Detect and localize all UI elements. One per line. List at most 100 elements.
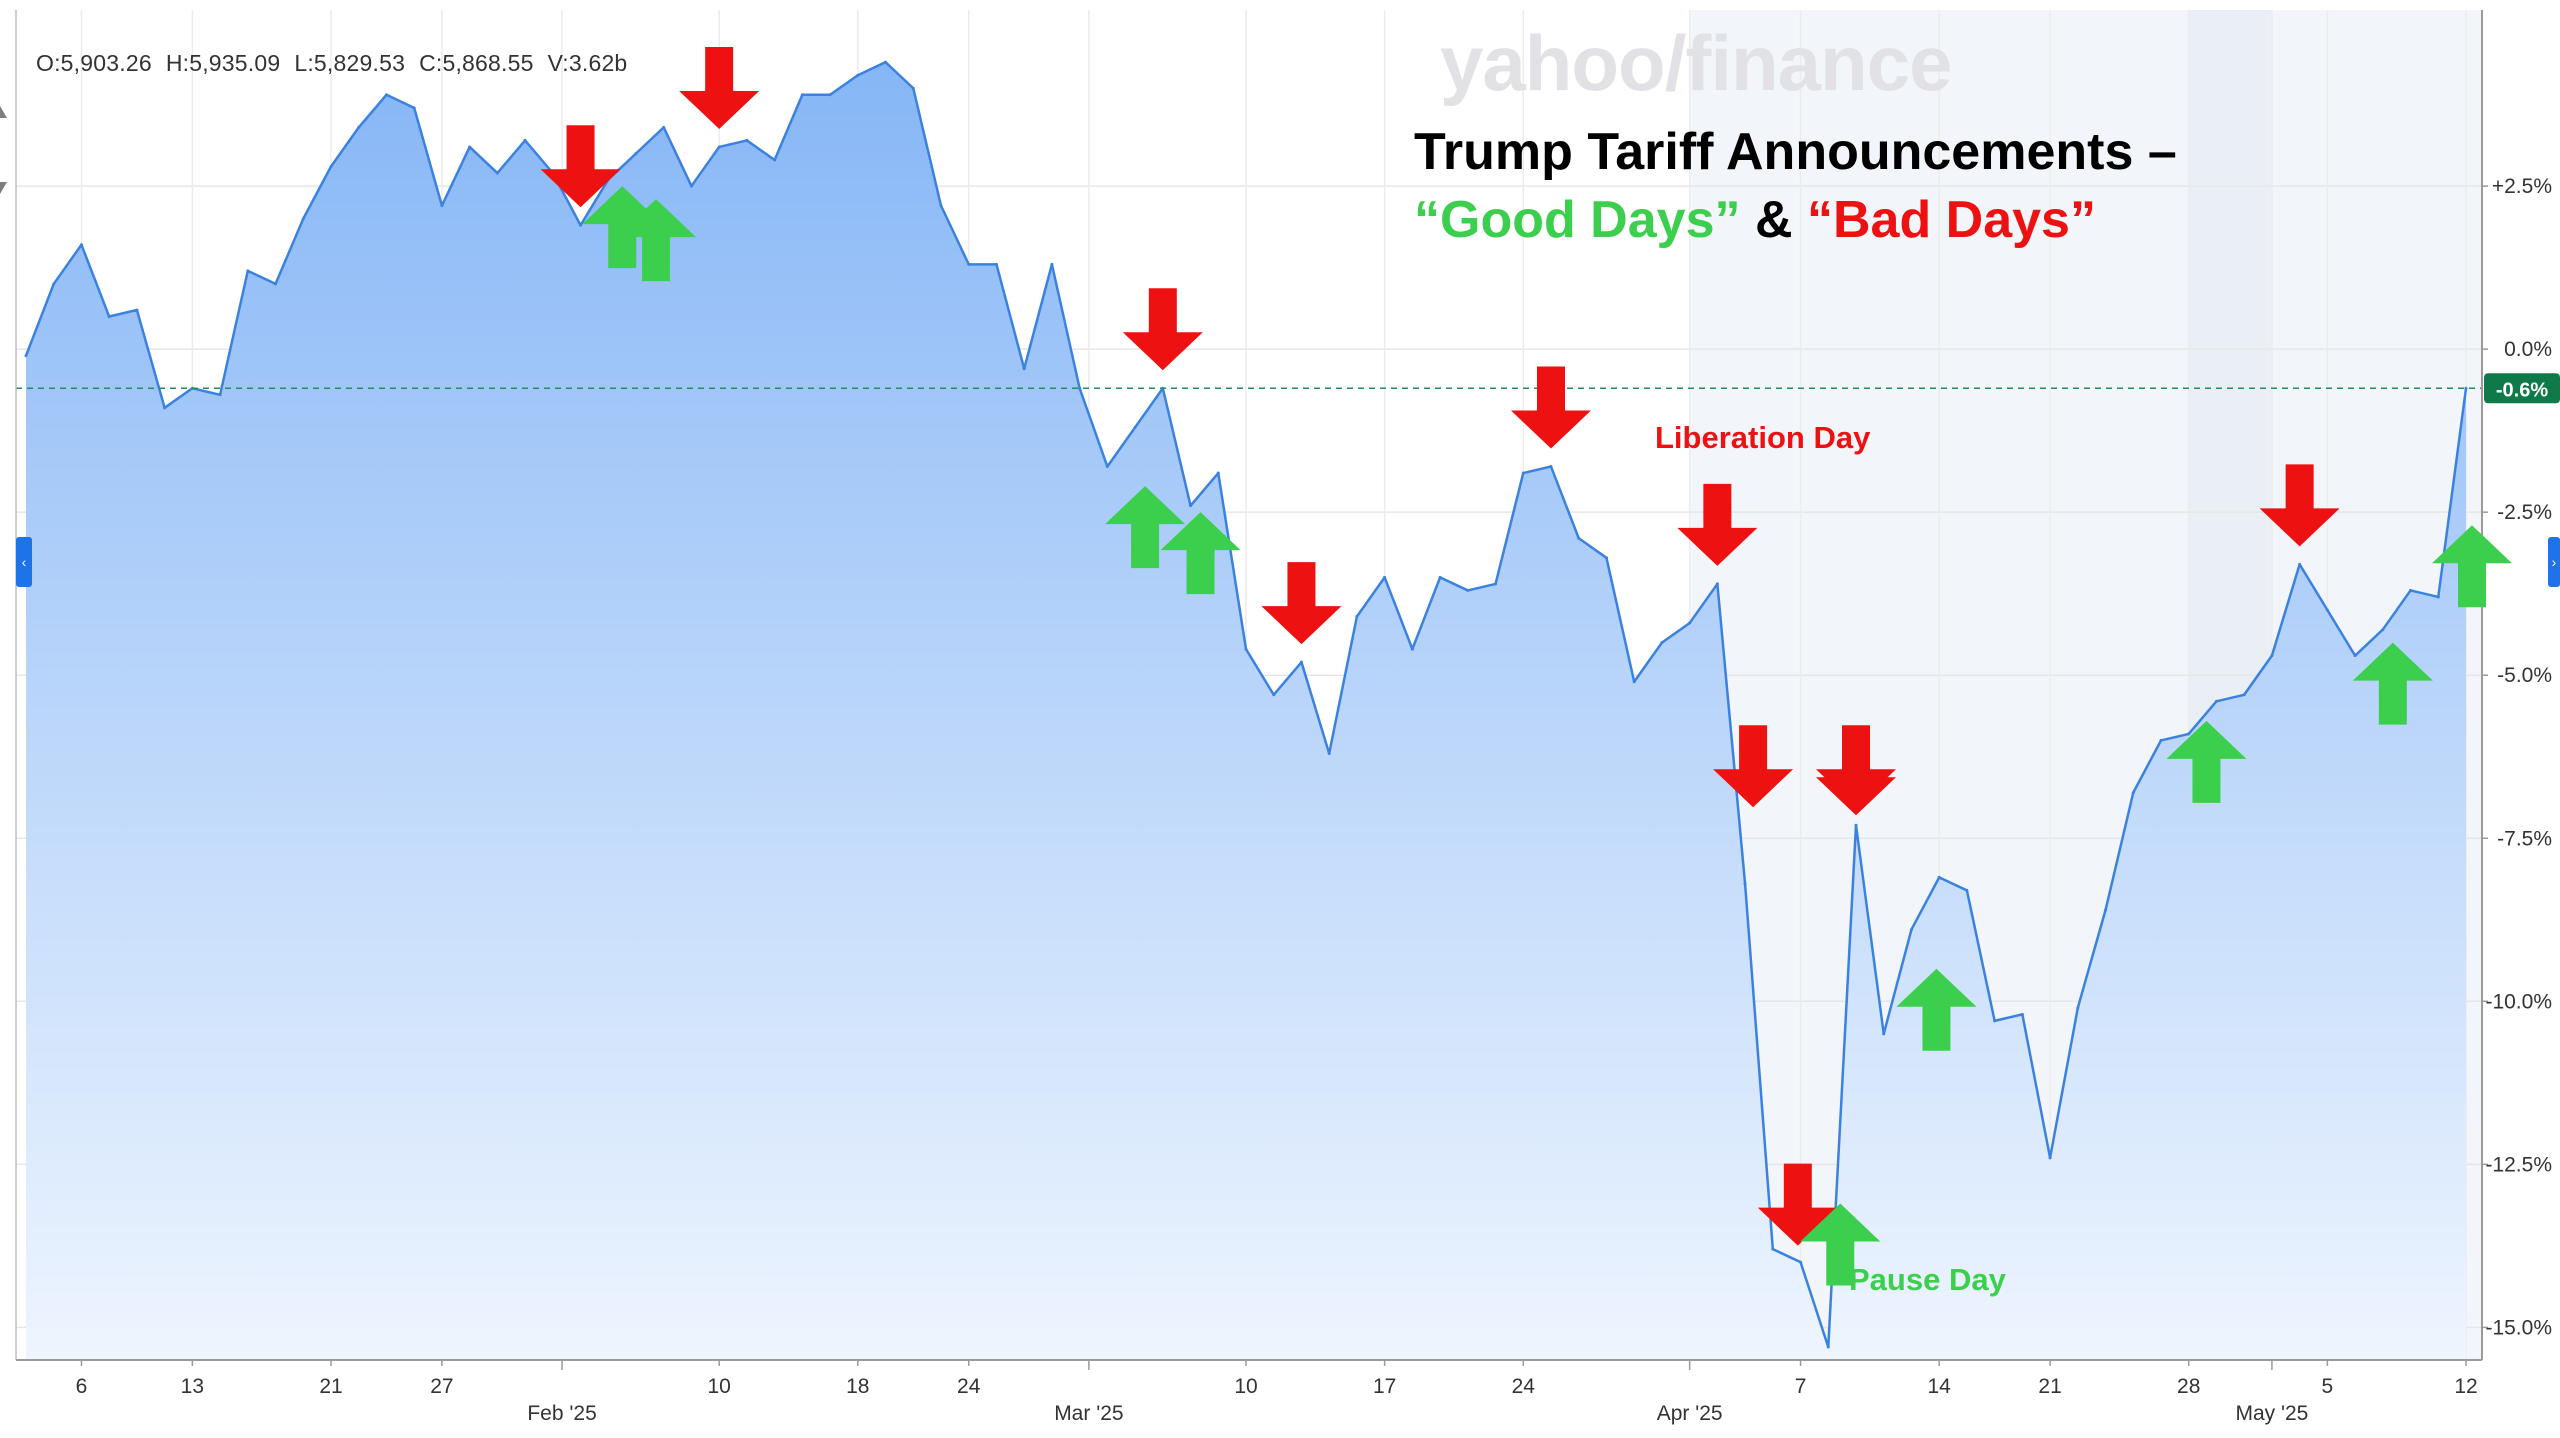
good-day-arrow: [1105, 486, 1186, 569]
series-point: [2464, 386, 2468, 390]
series-point: [523, 138, 527, 142]
bad-day-arrow: [1261, 562, 1342, 645]
y-tick-label: -7.5%: [2497, 827, 2552, 850]
x-tick-label: 10: [708, 1375, 731, 1398]
series-point: [1410, 647, 1414, 651]
series-point: [163, 406, 167, 410]
series-point: [1299, 660, 1303, 664]
x-tick-label: 27: [430, 1375, 453, 1398]
x-tick-label: 7: [1795, 1375, 1807, 1398]
current-value-label: -0.6%: [2496, 379, 2548, 401]
series-point: [107, 315, 111, 319]
x-tick-label: 14: [1928, 1375, 1952, 1398]
series-point: [1854, 823, 1858, 827]
series-point: [2325, 608, 2329, 612]
x-tick-label: 18: [846, 1375, 869, 1398]
x-tick-label: May '25: [2235, 1402, 2308, 1425]
series-point: [1965, 888, 1969, 892]
x-tick-label: 24: [1512, 1375, 1536, 1398]
series-point: [24, 354, 28, 358]
series-point: [274, 282, 278, 286]
series-point: [994, 262, 998, 266]
series-point: [1244, 647, 1248, 651]
series-point: [2409, 588, 2413, 592]
scroll-down-icon: [0, 182, 7, 194]
series-point: [1189, 504, 1193, 508]
title-good-days: “Good Days”: [1414, 191, 1741, 249]
series-point: [828, 93, 832, 97]
x-tick-label: 13: [181, 1375, 204, 1398]
bad-day-arrow: [1677, 483, 1758, 566]
series-point: [1133, 425, 1137, 429]
pause-day-label: Pause Day: [1849, 1262, 2006, 1297]
series-point: [1577, 536, 1581, 540]
series-point: [1937, 875, 1941, 879]
series-point: [1078, 386, 1082, 390]
chevron-left-icon[interactable]: ‹: [16, 537, 32, 587]
ohlc-open: O:5,903.26: [36, 50, 152, 76]
y-tick-label: +2.5%: [2492, 175, 2552, 198]
good-day-arrow: [616, 199, 696, 282]
ohlc-close: C:5,868.55: [419, 50, 534, 76]
y-tick-label: -12.5%: [2485, 1153, 2552, 1176]
y-tick-label: -5.0%: [2497, 664, 2552, 687]
series-point: [1632, 680, 1636, 684]
series-point: [1799, 1260, 1803, 1264]
ohlc-high: H:5,935.09: [165, 50, 281, 76]
x-tick-label: Mar '25: [1054, 1402, 1123, 1425]
chevron-right-icon[interactable]: ›: [2548, 537, 2560, 587]
series-point: [1438, 575, 1442, 579]
chart-title-line1: Trump Tariff Announcements –: [1414, 123, 2177, 181]
series-point: [856, 73, 860, 77]
series-point: [1549, 465, 1553, 469]
series-point: [939, 204, 943, 208]
good-day-arrow: [2352, 642, 2433, 725]
y-tick-label: -10.0%: [2485, 990, 2552, 1013]
series-point: [2270, 654, 2274, 658]
series-point: [1826, 1345, 1830, 1349]
series-point: [2020, 1012, 2024, 1016]
ohlc-readout: O:5,903.26 H:5,935.09 L:5,829.53 C:5,868.55…: [36, 50, 641, 77]
series-point: [689, 184, 693, 188]
series-point: [440, 204, 444, 208]
series-point: [2381, 628, 2385, 632]
series-point: [1521, 471, 1525, 475]
title-bad-days: “Bad Days”: [1806, 191, 2096, 249]
series-point: [2076, 1006, 2080, 1010]
bad-day-arrow: [679, 46, 760, 129]
x-tick-label: 6: [76, 1375, 88, 1398]
series-point: [2131, 791, 2135, 795]
series-point: [1993, 1019, 1997, 1023]
series-point: [717, 145, 721, 149]
bad-day-arrow: [2259, 464, 2340, 547]
series-point: [301, 217, 305, 221]
series-point: [2298, 562, 2302, 566]
series-area: [26, 62, 2466, 1360]
liberation-day-label: Liberation Day: [1655, 420, 1871, 455]
series-point: [884, 60, 888, 64]
series-point: [412, 106, 416, 110]
y-tick-label: -2.5%: [2497, 501, 2552, 524]
current-value-badge: [2484, 373, 2560, 404]
series-point: [1355, 615, 1359, 619]
series-point: [329, 165, 333, 169]
good-day-arrow: [2432, 525, 2512, 608]
series-point: [1494, 582, 1498, 586]
scroll-up-icon: [0, 106, 7, 118]
series-point: [2242, 693, 2246, 697]
x-tick-label: 24: [957, 1375, 981, 1398]
series-point: [357, 125, 361, 129]
series-point: [2436, 595, 2440, 599]
series-point: [773, 158, 777, 162]
series-point: [2214, 699, 2218, 703]
series-point: [800, 93, 804, 97]
bad-day-arrow: [1122, 288, 1203, 371]
series-point: [1604, 556, 1608, 560]
ohlc-volume: V:3.62b: [547, 50, 628, 76]
bad-day-arrow: [1816, 725, 1896, 808]
series-point: [1466, 588, 1470, 592]
x-tick-label: 21: [2038, 1375, 2061, 1398]
series-point: [495, 171, 499, 175]
series-point: [135, 308, 139, 312]
